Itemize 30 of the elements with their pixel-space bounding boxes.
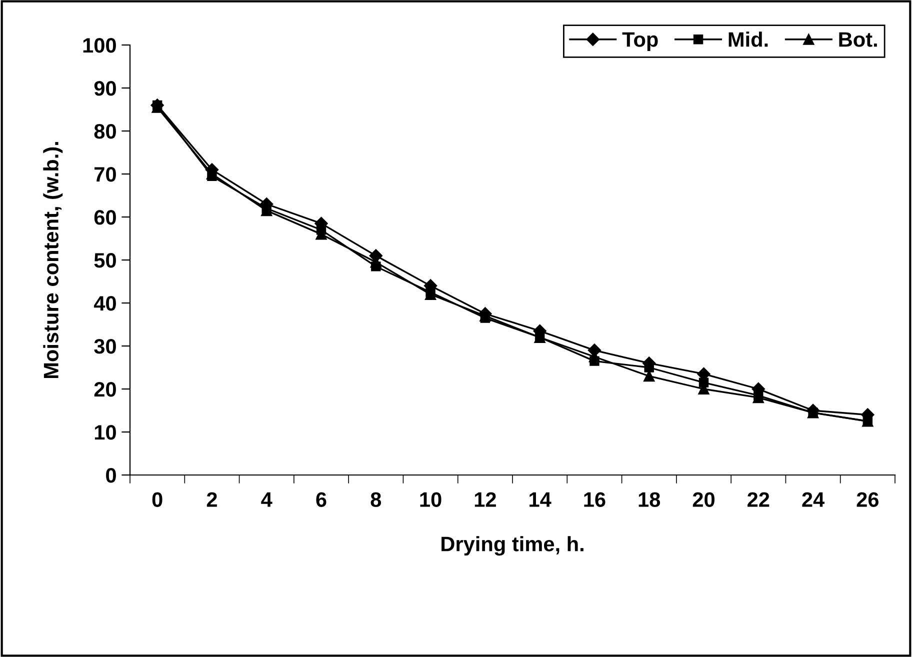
x-tick-label: 22: [748, 492, 770, 507]
y-axis-title: Moisture content, (w.b.).: [43, 142, 63, 378]
legend-label: Mid.: [728, 32, 768, 47]
y-tick-label: 50: [94, 253, 116, 268]
x-tick-label: 18: [638, 492, 660, 507]
y-tick-label: 90: [94, 81, 116, 96]
x-tick-label: 14: [530, 492, 552, 507]
y-tick-label: 70: [94, 167, 116, 182]
x-tick-label: 2: [206, 492, 217, 507]
legend-label: Bot.: [839, 32, 877, 47]
y-tick-label: 100: [83, 38, 116, 53]
x-tick-label: 24: [802, 492, 825, 507]
legend-label: Top: [622, 32, 658, 51]
y-tick-label: 20: [94, 382, 116, 397]
x-tick-label: 4: [261, 492, 272, 507]
y-tick-label: 10: [94, 425, 116, 440]
y-tick-label: 60: [94, 210, 116, 225]
x-tick-label: 6: [316, 492, 326, 507]
x-tick-label: 12: [474, 492, 496, 507]
x-tick-label: 8: [370, 492, 382, 507]
x-tick-label: 20: [692, 492, 714, 507]
y-tick-label: 40: [94, 296, 116, 311]
y-tick-label: 0: [106, 468, 116, 483]
x-tick-label: 26: [856, 492, 879, 507]
x-tick-label: 16: [584, 492, 606, 507]
x-tick-label: 0: [152, 492, 162, 507]
x-axis-title: Drying time, h.: [442, 536, 584, 556]
y-tick-label: 30: [94, 339, 116, 354]
y-tick-label: 80: [94, 124, 116, 139]
x-tick-label: 10: [420, 492, 442, 507]
